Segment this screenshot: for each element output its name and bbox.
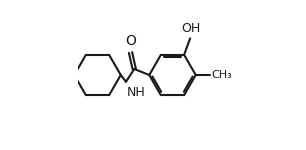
Text: O: O [125,34,136,48]
Text: CH₃: CH₃ [211,70,232,80]
Text: OH: OH [181,22,200,35]
Text: NH: NH [127,85,145,99]
